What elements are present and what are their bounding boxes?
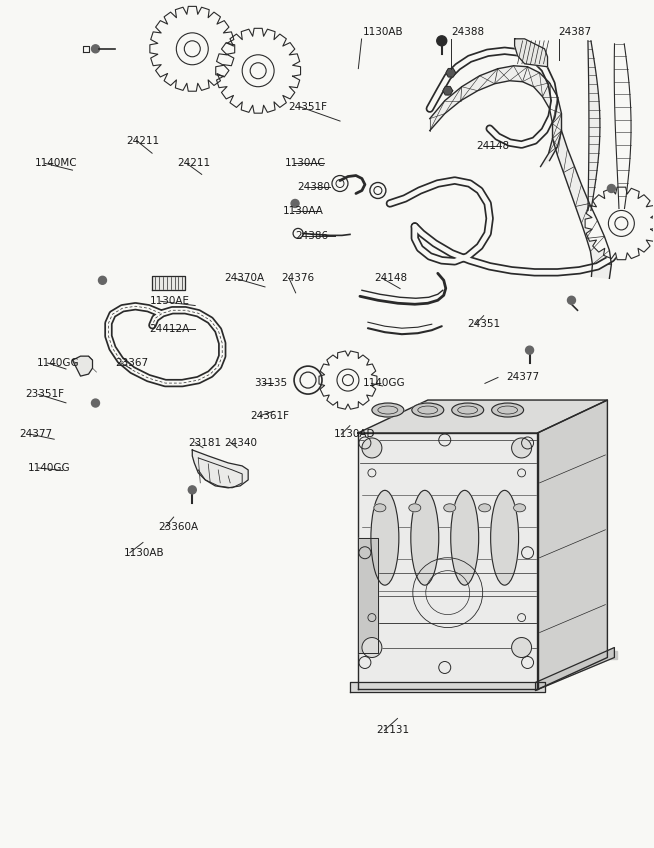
Text: 1130AA: 1130AA (283, 206, 324, 215)
Circle shape (92, 45, 99, 53)
Polygon shape (515, 39, 547, 67)
Text: 24340: 24340 (224, 438, 257, 448)
Text: 24377: 24377 (19, 429, 52, 439)
Text: 23351F: 23351F (26, 389, 65, 399)
Text: 1130AB: 1130AB (363, 27, 404, 37)
Polygon shape (358, 538, 378, 652)
Circle shape (437, 36, 447, 46)
Polygon shape (73, 356, 92, 377)
Polygon shape (536, 648, 614, 690)
Text: 24380: 24380 (298, 182, 331, 192)
Text: 24370A: 24370A (224, 273, 264, 283)
Polygon shape (538, 400, 608, 689)
Text: 24387: 24387 (559, 27, 592, 37)
Text: 24211: 24211 (177, 159, 210, 169)
Text: 21131: 21131 (376, 725, 409, 735)
Text: 1130AC: 1130AC (284, 159, 325, 169)
Polygon shape (600, 650, 617, 660)
Circle shape (362, 638, 382, 657)
Text: 1130AD: 1130AD (334, 429, 375, 439)
Polygon shape (319, 351, 377, 410)
Polygon shape (192, 450, 248, 488)
Ellipse shape (409, 504, 421, 512)
Polygon shape (585, 187, 654, 259)
Text: 24412A: 24412A (150, 324, 190, 334)
Text: 24148: 24148 (374, 273, 407, 283)
Circle shape (444, 86, 452, 95)
Text: 23181: 23181 (188, 438, 222, 448)
Polygon shape (358, 400, 608, 433)
Ellipse shape (412, 403, 444, 417)
Polygon shape (216, 28, 301, 113)
Polygon shape (150, 7, 235, 92)
Circle shape (608, 185, 615, 192)
Ellipse shape (479, 504, 490, 512)
Text: 24386: 24386 (296, 232, 329, 241)
Text: 1130AB: 1130AB (124, 548, 164, 558)
Circle shape (511, 438, 532, 458)
Circle shape (362, 438, 382, 458)
Text: 24211: 24211 (126, 136, 159, 146)
Ellipse shape (492, 403, 524, 417)
Ellipse shape (444, 504, 456, 512)
Ellipse shape (513, 504, 526, 512)
Text: 24361F: 24361F (250, 410, 289, 421)
Text: 24351F: 24351F (288, 102, 327, 112)
Polygon shape (350, 683, 545, 693)
Text: 1140GG: 1140GG (37, 358, 79, 368)
Text: 24376: 24376 (281, 273, 315, 283)
Circle shape (511, 638, 532, 657)
Circle shape (188, 486, 196, 494)
Circle shape (291, 199, 299, 208)
Text: 23360A: 23360A (159, 522, 199, 533)
Text: 1130AE: 1130AE (150, 296, 190, 306)
Text: 1140MC: 1140MC (35, 159, 77, 169)
Ellipse shape (411, 490, 439, 585)
Text: 24351: 24351 (468, 319, 500, 329)
Circle shape (568, 296, 576, 304)
Circle shape (447, 69, 455, 76)
Polygon shape (358, 433, 538, 689)
Ellipse shape (372, 403, 404, 417)
Circle shape (526, 346, 534, 354)
Ellipse shape (451, 490, 479, 585)
Text: 23367: 23367 (115, 358, 148, 368)
Polygon shape (553, 131, 611, 278)
Text: 1140GG: 1140GG (363, 378, 405, 388)
Ellipse shape (374, 504, 386, 512)
Polygon shape (588, 41, 600, 210)
Polygon shape (152, 276, 185, 290)
Text: 1140GG: 1140GG (28, 463, 71, 473)
Ellipse shape (452, 403, 484, 417)
Text: 24377: 24377 (506, 372, 540, 382)
Text: 33135: 33135 (254, 378, 287, 388)
Circle shape (92, 399, 99, 407)
Circle shape (99, 276, 107, 284)
Text: 24388: 24388 (451, 27, 484, 37)
Ellipse shape (371, 490, 399, 585)
Text: 24148: 24148 (476, 142, 509, 152)
Polygon shape (430, 66, 562, 166)
Ellipse shape (490, 490, 519, 585)
